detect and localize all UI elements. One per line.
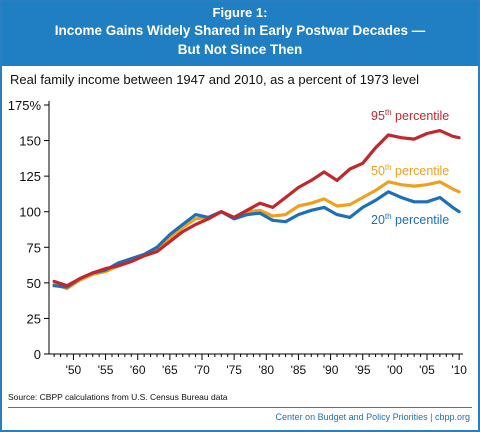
x-tick-label: '90	[323, 363, 339, 377]
y-tick-label: 25	[27, 311, 41, 326]
x-tick-label: '50	[66, 363, 82, 377]
x-tick-label: '65	[162, 363, 178, 377]
x-tick-label: '80	[258, 363, 274, 377]
y-tick-label: 50	[27, 276, 41, 291]
chart-subtitle: Real family income between 1947 and 2010…	[10, 72, 420, 87]
y-tick-label: 100	[19, 205, 41, 220]
credit-line: Center on Budget and Policy Priorities |…	[275, 412, 470, 422]
x-tick-label: '05	[419, 363, 435, 377]
y-tick-label: 75	[27, 240, 41, 255]
series-label-95th: 95th percentile	[371, 108, 449, 123]
x-tick-label: '75	[226, 363, 242, 377]
figure-title-line2: But Not Since Then	[177, 42, 303, 57]
y-tick-label: 125	[19, 169, 41, 184]
y-tick-label: 150	[19, 134, 41, 149]
x-tick-label: '10	[451, 363, 467, 377]
figure-title-line1: Income Gains Widely Shared in Early Post…	[54, 23, 426, 38]
x-tick-label: '70	[194, 363, 210, 377]
x-tick-label: '95	[355, 363, 371, 377]
x-tick-label: '85	[291, 363, 307, 377]
series-label-50th: 50th percentile	[371, 163, 449, 178]
figure-banner: Figure 1: Income Gains Widely Shared in …	[2, 2, 478, 66]
source-note: Source: CBPP calculations from U.S. Cens…	[8, 392, 228, 402]
series-line-20th	[52, 190, 461, 289]
figure-number: Figure 1:	[212, 5, 268, 20]
y-tick-label: 0	[34, 347, 41, 362]
y-tick-label: 175%	[8, 98, 42, 113]
series-label-20th: 20th percentile	[371, 212, 449, 227]
x-tick-label: '00	[387, 363, 403, 377]
series-line-95th	[52, 129, 461, 288]
x-tick-label: '60	[130, 363, 146, 377]
footer-divider	[8, 407, 472, 408]
x-tick-label: '55	[98, 363, 114, 377]
